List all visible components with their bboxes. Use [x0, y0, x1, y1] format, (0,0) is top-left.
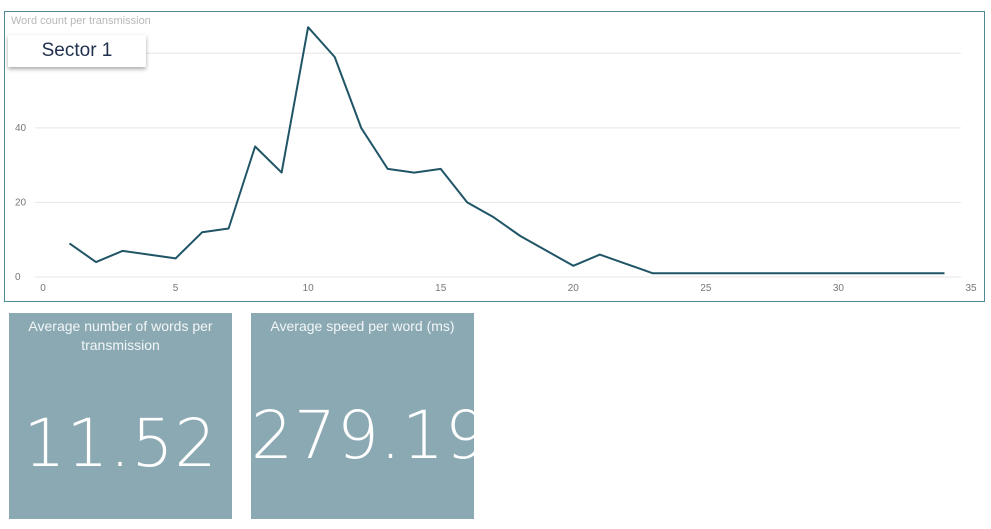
avg-speed-card: Average speed per word (ms) 279.19: [251, 313, 488, 519]
x-tick-label: 0: [40, 283, 46, 294]
avg-speed-card-value: 279.19: [251, 397, 488, 474]
y-tick-label: 0: [15, 272, 21, 283]
avg-words-card-value: 11.52: [23, 405, 218, 482]
x-tick-label: 30: [833, 283, 845, 294]
x-tick-label: 15: [435, 283, 447, 294]
line-chart: 020406005101520253035: [15, 26, 977, 294]
x-tick-label: 10: [303, 283, 315, 294]
x-tick-label: 20: [568, 283, 580, 294]
avg-words-card: Average number of words per transmission…: [9, 313, 232, 519]
chart-title: Word count per transmission: [11, 15, 151, 27]
avg-words-card-title: Average number of words per transmission: [28, 318, 213, 353]
y-tick-label: 20: [15, 197, 27, 208]
chart-panel: 020406005101520253035 Word count per tra…: [4, 11, 985, 302]
x-tick-label: 5: [173, 283, 179, 294]
series-line: [68, 26, 945, 275]
avg-speed-card-title: Average speed per word (ms): [270, 318, 455, 334]
y-tick-label: 40: [15, 123, 27, 134]
x-tick-label: 35: [965, 283, 977, 294]
sector-label: Sector 1: [8, 35, 146, 67]
x-tick-label: 25: [700, 283, 712, 294]
